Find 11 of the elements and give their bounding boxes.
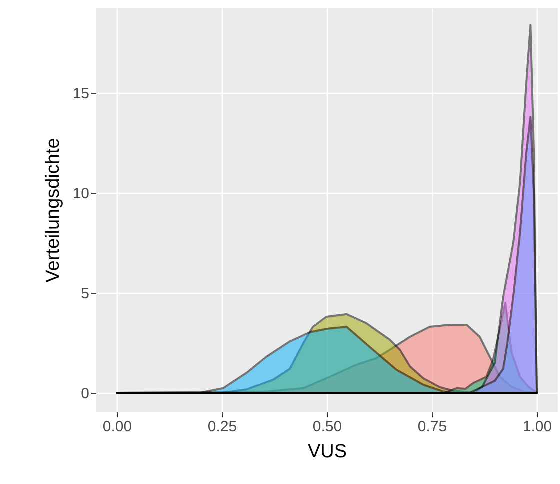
x-tick-label: 0.00 (102, 418, 132, 436)
y-axis-title: Verteilungsdichte (42, 138, 64, 283)
y-tick-label: 10 (72, 186, 90, 202)
x-axis-title: VUS (308, 442, 348, 462)
x-tick-label: 1.00 (522, 418, 552, 436)
y-tick-label: 15 (72, 86, 90, 102)
x-tick-label: 0.25 (208, 418, 238, 436)
x-tick-label: 0.75 (418, 418, 448, 436)
y-tick-label: 0 (81, 386, 90, 402)
x-tick-label: 0.50 (312, 418, 342, 436)
y-tick-label: 5 (81, 286, 90, 302)
